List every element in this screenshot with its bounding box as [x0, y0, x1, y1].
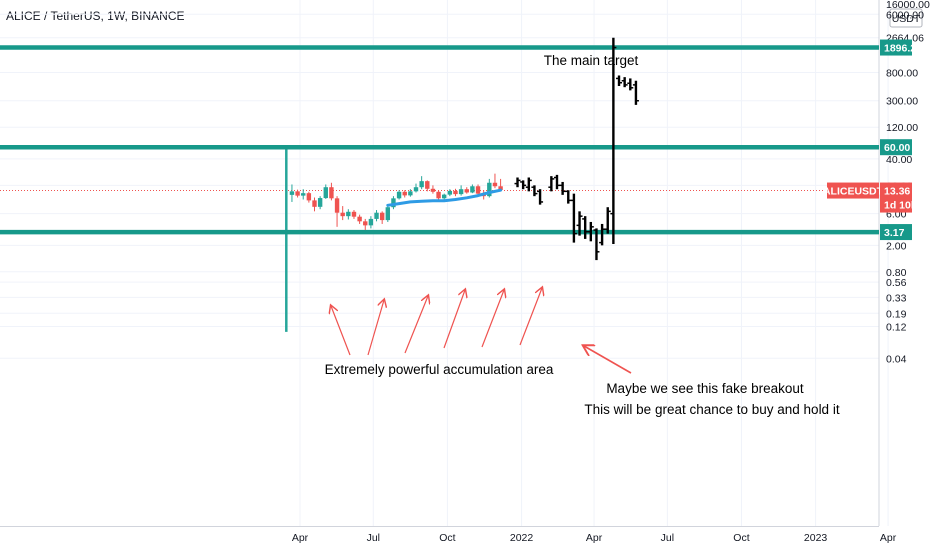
price-axis-label: 300.00	[886, 96, 918, 108]
time-axis[interactable]: Apr Jul Oct 2022 Apr Jul Oct 2023 Apr	[292, 532, 897, 544]
level-tag-text: 1896.25	[884, 43, 922, 55]
time-axis-label: Apr	[586, 532, 603, 544]
price-axis-label: 0.04	[886, 353, 907, 365]
price-axis-label: 0.33	[886, 292, 907, 304]
candle-body	[447, 190, 453, 195]
level-tag	[880, 139, 912, 156]
accumulation-arrow	[443, 290, 465, 349]
accumulation-arrow	[331, 306, 351, 356]
candle-body	[464, 189, 469, 193]
price-axis-label: 800.00	[886, 67, 918, 79]
bar-countdown: 1d 10h	[884, 200, 917, 212]
horizontal-levels	[0, 45, 879, 235]
accumulation-arrow	[404, 296, 428, 354]
candle-body	[402, 191, 407, 196]
candle-body	[430, 188, 436, 192]
current-price-tag	[880, 182, 912, 213]
annotation-buy-and-hold: This will be great chance to buy and hol…	[584, 402, 839, 417]
candle-body	[453, 190, 458, 195]
time-axis-label: Apr	[292, 532, 309, 544]
time-axis-label: 2022	[510, 532, 534, 544]
candle-body	[413, 187, 419, 192]
accumulation-arrow	[367, 300, 384, 356]
candle-body	[419, 181, 424, 188]
time-axis-label: Oct	[733, 532, 749, 544]
candle-body	[346, 211, 351, 217]
price-axis-label: 0.80	[886, 267, 907, 279]
candle-body	[351, 211, 357, 217]
current-price-tags: ALICEUSDT 13.36 1d 10h	[823, 182, 917, 213]
candle-body	[475, 186, 481, 194]
annotation-accumulation: Extremely powerful accumulation area	[325, 362, 554, 377]
candle-body	[340, 212, 345, 217]
candle-body	[295, 191, 300, 196]
candle-body	[374, 212, 379, 219]
price-axis[interactable]: 16000.00 USDT 6000.002664.06800.00300.00…	[886, 0, 930, 365]
price-axis-label: 0.12	[886, 322, 907, 334]
symbol-tag-text: ALICEUSDT	[823, 186, 884, 198]
candle-body	[385, 207, 391, 221]
symbol-tag	[827, 182, 879, 199]
currency-badge[interactable]	[889, 8, 923, 28]
level-tag-text: 60.00	[884, 142, 910, 154]
level-tag	[880, 224, 912, 241]
candle-body	[391, 198, 396, 208]
candle-body	[379, 212, 385, 221]
candle-body	[357, 216, 362, 222]
grid-lines	[0, 0, 889, 526]
candle-body	[425, 181, 430, 189]
chart-ticker-title: ALICE / TetherUS, 1W, BINANCE	[6, 9, 185, 23]
candle-body	[312, 200, 317, 207]
candle-body	[442, 194, 447, 199]
time-axis-label: Jul	[661, 532, 674, 544]
candle-body	[306, 193, 312, 201]
candle-body	[458, 189, 464, 195]
annotation-arrows	[331, 288, 632, 374]
current-price-value: 13.36	[884, 186, 910, 198]
accumulation-arrow	[481, 290, 504, 348]
level-price-tags: 1896.25 60.00 3.17	[880, 39, 922, 241]
candle-body	[363, 221, 368, 226]
candle-body	[487, 182, 492, 197]
price-axis-label: 0.19	[886, 308, 907, 320]
candle-body	[317, 198, 323, 207]
price-axis-label: 120.00	[886, 122, 918, 134]
time-axis-label: 2023	[804, 532, 828, 544]
moving-average-line	[386, 188, 503, 207]
candle-body	[368, 218, 374, 226]
price-axis-label: 0.56	[886, 277, 907, 289]
candle-body	[289, 191, 295, 195]
candle-body	[334, 198, 340, 213]
time-axis-label: Apr	[880, 532, 897, 544]
candle-body	[323, 187, 328, 199]
price-axis-top-label: 16000.00	[886, 0, 930, 11]
candle-body	[492, 182, 498, 187]
annotation-fake-breakout: Maybe we see this fake breakout	[606, 381, 804, 396]
level-tag	[880, 39, 912, 56]
candle-body	[396, 191, 402, 199]
candlesticks	[289, 173, 503, 231]
fake-breakout-arrow	[584, 346, 632, 374]
price-axis-label: 40.00	[886, 154, 912, 166]
candle-body	[301, 193, 306, 196]
candle-body	[498, 186, 503, 191]
annotation-main-target: The main target	[544, 53, 639, 68]
time-axis-label: Oct	[439, 532, 455, 544]
candle-body	[436, 191, 441, 199]
candle-body	[470, 186, 475, 193]
candle-body	[408, 191, 413, 196]
time-axis-label: Jul	[367, 532, 380, 544]
accumulation-arrow	[519, 288, 542, 346]
level-tag-text: 3.17	[884, 227, 905, 239]
price-axis-label: 6000.00	[886, 9, 924, 21]
candle-body	[329, 187, 334, 199]
projected-bars	[514, 37, 639, 261]
price-axis-label: 2.00	[886, 240, 907, 252]
currency-label: USDT	[892, 13, 921, 25]
